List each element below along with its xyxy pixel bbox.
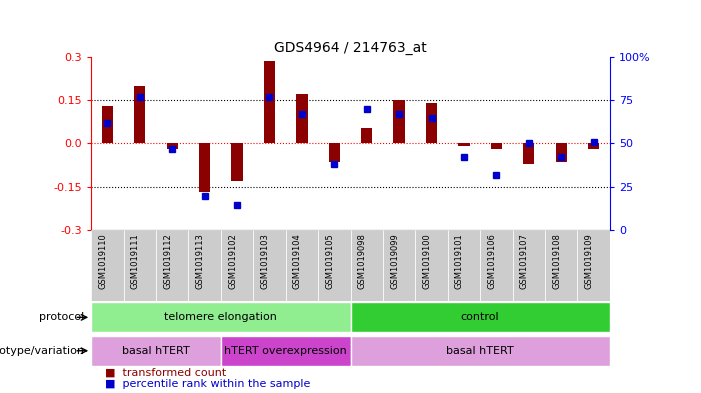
Bar [512, 230, 545, 301]
Bar [393, 100, 404, 143]
Bar [350, 336, 610, 366]
Bar [491, 143, 502, 149]
Text: ■  percentile rank within the sample: ■ percentile rank within the sample [105, 379, 311, 389]
Bar [253, 230, 286, 301]
Text: basal hTERT: basal hTERT [447, 346, 514, 356]
Bar [231, 143, 243, 181]
Bar [415, 230, 448, 301]
Bar [221, 230, 253, 301]
Bar [350, 302, 610, 332]
Bar [523, 143, 534, 163]
Text: GSM1019105: GSM1019105 [325, 233, 334, 289]
Bar [221, 336, 350, 366]
Text: GSM1019112: GSM1019112 [163, 233, 172, 289]
Bar [91, 230, 123, 301]
Bar [297, 94, 308, 143]
Text: GSM1019099: GSM1019099 [390, 233, 399, 289]
Title: GDS4964 / 214763_at: GDS4964 / 214763_at [274, 40, 427, 55]
Text: GSM1019113: GSM1019113 [196, 233, 205, 289]
Bar [134, 86, 145, 143]
Bar [91, 336, 221, 366]
Bar [329, 143, 340, 162]
Text: ■  transformed count: ■ transformed count [105, 368, 226, 378]
Text: GSM1019100: GSM1019100 [423, 233, 432, 289]
Text: GSM1019098: GSM1019098 [358, 233, 367, 289]
Bar [350, 230, 383, 301]
Bar [102, 106, 113, 143]
Bar [123, 230, 156, 301]
Bar [264, 61, 275, 143]
Bar [588, 143, 599, 149]
Bar [286, 230, 318, 301]
Bar [91, 302, 350, 332]
Bar [167, 143, 178, 149]
Text: telomere elongation: telomere elongation [164, 312, 278, 322]
Text: GSM1019111: GSM1019111 [131, 233, 139, 289]
Bar [156, 230, 189, 301]
Text: GSM1019102: GSM1019102 [228, 233, 237, 289]
Bar [458, 143, 470, 146]
Bar [318, 230, 350, 301]
Bar [383, 230, 415, 301]
Text: protocol: protocol [39, 312, 84, 322]
Text: genotype/variation: genotype/variation [0, 346, 84, 356]
Bar [189, 230, 221, 301]
Text: control: control [461, 312, 500, 322]
Bar [448, 230, 480, 301]
Text: hTERT overexpression: hTERT overexpression [224, 346, 347, 356]
Text: GSM1019104: GSM1019104 [293, 233, 302, 289]
Bar [426, 103, 437, 143]
Bar [578, 230, 610, 301]
Bar [545, 230, 578, 301]
Text: GSM1019110: GSM1019110 [98, 233, 107, 289]
Text: GSM1019107: GSM1019107 [520, 233, 529, 289]
Bar [199, 143, 210, 193]
Text: GSM1019106: GSM1019106 [487, 233, 496, 289]
Bar [556, 143, 567, 162]
Text: GSM1019109: GSM1019109 [585, 233, 594, 289]
Bar [480, 230, 512, 301]
Text: GSM1019108: GSM1019108 [552, 233, 562, 289]
Text: GSM1019103: GSM1019103 [261, 233, 269, 289]
Text: basal hTERT: basal hTERT [122, 346, 190, 356]
Bar [361, 128, 372, 143]
Text: GSM1019101: GSM1019101 [455, 233, 464, 289]
